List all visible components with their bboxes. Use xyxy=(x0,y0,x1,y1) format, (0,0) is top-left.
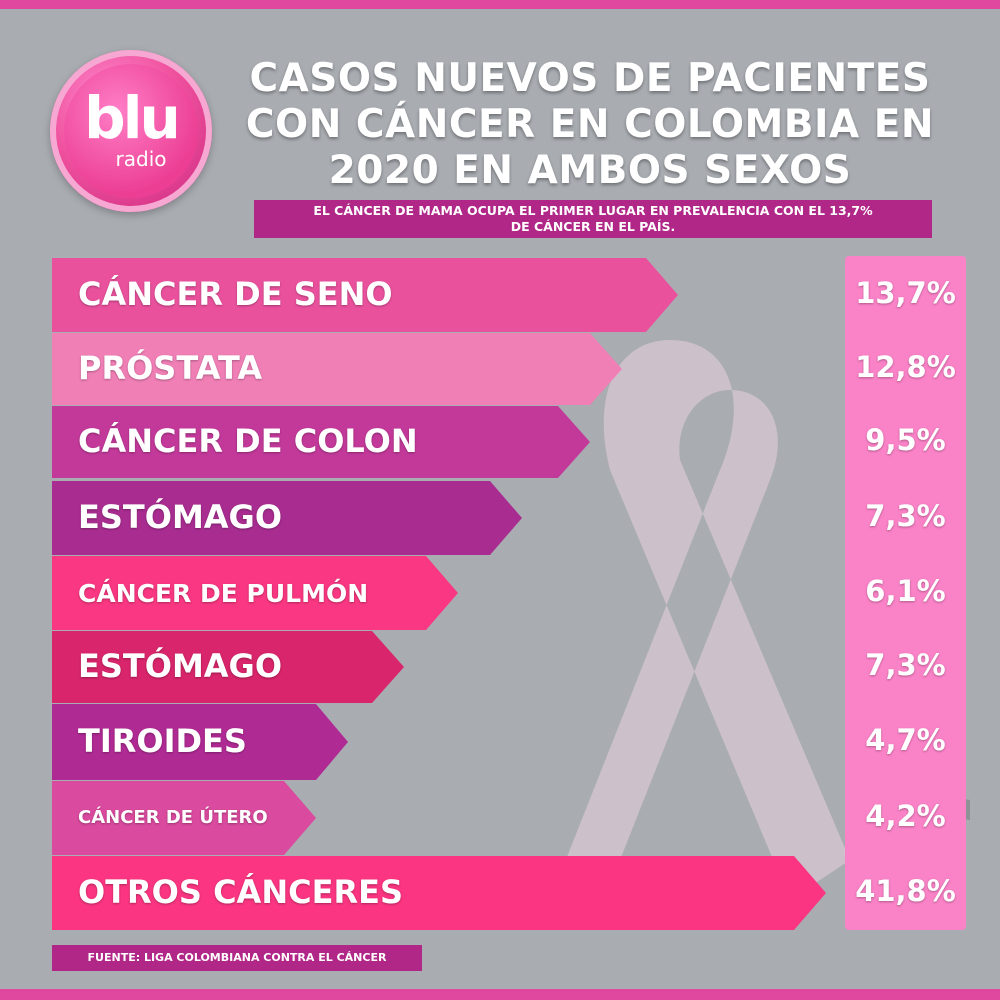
bar-3 xyxy=(52,406,590,478)
bar-label-8: CÁNCER DE ÚTERO xyxy=(78,806,268,828)
subtitle-line: EL CÁNCER DE MAMA OCUPA EL PRIMER LUGAR … xyxy=(313,203,873,218)
chart-title: CASOS NUEVOS DE PACIENTES CON CÁNCER EN … xyxy=(232,56,948,194)
top-frame-strip xyxy=(0,0,1000,9)
bar-label-3: CÁNCER DE COLON xyxy=(78,422,418,461)
value-label-3: 9,5% xyxy=(865,423,946,457)
title-line: 2020 EN AMBOS SEXOS xyxy=(328,148,852,193)
bar-1 xyxy=(52,258,678,332)
source-note: FUENTE: LIGA COLOMBIANA CONTRA EL CÁNCER xyxy=(52,945,422,971)
bar-label-4: ESTÓMAGO xyxy=(78,498,283,537)
value-label-2: 12,8% xyxy=(855,350,956,384)
bar-8 xyxy=(52,781,316,855)
bar-6 xyxy=(52,631,404,703)
title-line: CON CÁNCER EN COLOMBIA EN xyxy=(245,102,935,147)
title-line: CASOS NUEVOS DE PACIENTES xyxy=(249,56,931,101)
bar-label-7: TIROIDES xyxy=(78,722,247,761)
bar-2 xyxy=(52,333,622,405)
value-label-1: 13,7% xyxy=(855,276,956,310)
logo-word: blu xyxy=(84,84,181,152)
logo-sub: radio xyxy=(115,147,167,171)
value-label-7: 4,7% xyxy=(865,723,946,757)
blu-radio-logo: blu radio xyxy=(50,50,212,212)
value-label-5: 6,1% xyxy=(865,574,946,608)
bar-7 xyxy=(52,704,348,780)
bar-label-9: OTROS CÁNCERES xyxy=(78,873,403,912)
bar-5 xyxy=(52,556,458,630)
value-label-8: 4,2% xyxy=(865,799,946,833)
bar-label-6: ESTÓMAGO xyxy=(78,647,283,686)
value-label-9: 41,8% xyxy=(855,874,956,908)
subtitle-line: DE CÁNCER EN EL PAÍS. xyxy=(510,219,676,234)
bottom-frame-strip xyxy=(0,989,1000,1000)
bar-4 xyxy=(52,481,522,555)
value-panel xyxy=(845,256,966,930)
bar-9 xyxy=(52,856,826,930)
bar-label-5: CÁNCER DE PULMÓN xyxy=(78,578,369,608)
value-label-4: 7,3% xyxy=(865,499,946,533)
bar-label-1: CÁNCER DE SENO xyxy=(78,275,393,314)
bar-label-2: PRÓSTATA xyxy=(78,349,263,388)
chart-subtitle: EL CÁNCER DE MAMA OCUPA EL PRIMER LUGAR … xyxy=(254,200,932,238)
value-label-6: 7,3% xyxy=(865,648,946,682)
